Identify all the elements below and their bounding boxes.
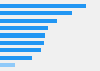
Bar — [0, 41, 44, 45]
Bar — [0, 4, 86, 8]
Bar — [0, 33, 45, 38]
Bar — [0, 56, 32, 60]
Bar — [0, 19, 57, 23]
Bar — [0, 11, 72, 15]
Bar — [0, 26, 48, 30]
Bar — [0, 63, 15, 67]
Bar — [0, 48, 41, 52]
